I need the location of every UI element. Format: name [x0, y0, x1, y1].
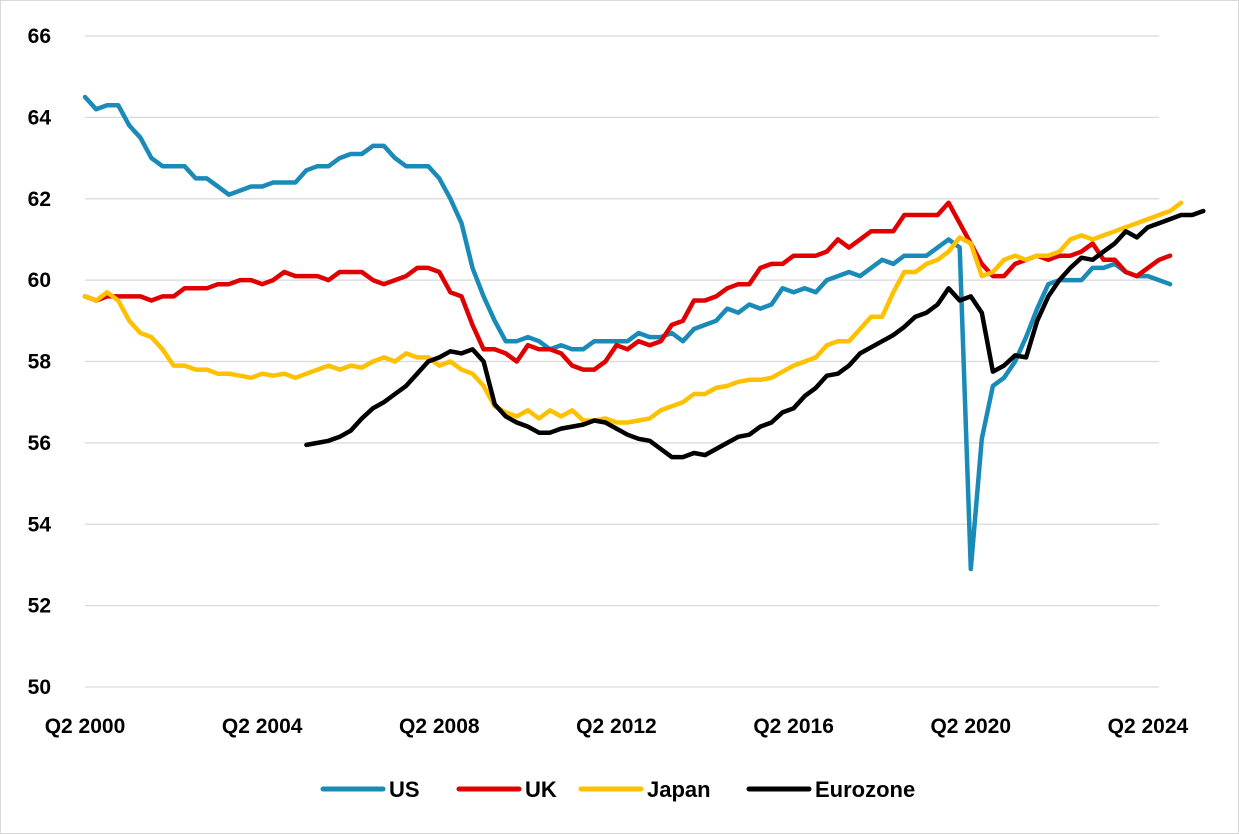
y-tick-label: 64 [28, 106, 52, 129]
series-lines [82, 94, 1206, 572]
series-line-us [82, 94, 1173, 572]
x-tick-label: Q2 2008 [399, 715, 480, 738]
series-line-eurozone [304, 208, 1206, 460]
x-axis-tick-labels: Q2 2000 Q2 2004 Q2 2008 Q2 2012 Q2 2016 Q2 20… [45, 715, 1189, 738]
y-axis-tick-labels: 50 52 54 56 58 60 62 64 66 [28, 25, 52, 699]
legend-label-japan: Japan [647, 777, 711, 802]
gridlines [85, 35, 1159, 688]
series-line-uk [82, 200, 1173, 372]
legend-label-us: US [389, 777, 420, 802]
x-tick-label: Q2 2004 [222, 715, 303, 738]
y-tick-label: 62 [28, 188, 51, 211]
y-tick-label: 54 [28, 513, 52, 536]
x-tick-label: Q2 2020 [930, 715, 1011, 738]
x-tick-label: Q2 2012 [576, 715, 657, 738]
legend: US UK Japan Eurozone [320, 777, 915, 802]
y-tick-label: 66 [28, 25, 51, 48]
legend-label-uk: UK [525, 777, 557, 802]
x-tick-label: Q2 2000 [45, 715, 126, 738]
y-tick-label: 50 [28, 676, 51, 699]
y-tick-label: 60 [28, 269, 51, 292]
x-tick-label: Q2 2024 [1108, 715, 1189, 738]
legend-label-eurozone: Eurozone [815, 777, 915, 802]
y-tick-label: 56 [28, 432, 51, 455]
x-tick-label: Q2 2016 [753, 715, 834, 738]
y-tick-label: 52 [28, 595, 51, 618]
y-tick-label: 58 [28, 351, 52, 374]
series-line-japan [82, 200, 1184, 425]
